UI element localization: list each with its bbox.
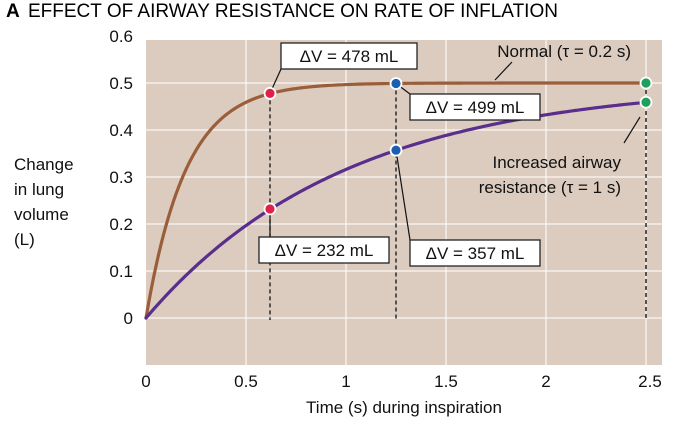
data-marker bbox=[263, 86, 277, 100]
y-tick-label: 0.1 bbox=[109, 262, 133, 281]
x-tick-label: 2.5 bbox=[638, 372, 662, 391]
resistance-series-label: resistance (τ = 1 s) bbox=[479, 178, 621, 197]
annotations: ΔV = 478 mL ΔV = 499 mL ΔV = 232 mL ΔV = 35… bbox=[258, 42, 541, 267]
y-axis-label: in lung bbox=[14, 180, 64, 199]
annotation-box bbox=[258, 236, 390, 264]
annotation-label: ΔV = 499 mL bbox=[426, 98, 525, 117]
annotation-box bbox=[409, 239, 541, 267]
normal-label-leader bbox=[494, 61, 513, 81]
series-labels: Normal (τ = 0.2 s) Increased airway resist… bbox=[479, 42, 641, 197]
y-tick-label: 0.2 bbox=[109, 215, 133, 234]
y-axis-label: Change bbox=[14, 155, 74, 174]
y-tick-label: 0.4 bbox=[109, 121, 133, 140]
y-axis-label: (L) bbox=[14, 230, 35, 249]
annotation-label: ΔV = 478 mL bbox=[300, 47, 399, 66]
y-axis-label: volume bbox=[14, 205, 69, 224]
panel-letter: A bbox=[6, 1, 20, 22]
resistance-label-leader bbox=[623, 116, 641, 144]
x-tick-label: 0 bbox=[141, 372, 150, 391]
data-marker bbox=[389, 77, 403, 90]
axis-labels: Time (s) during inspiration Change in lung… bbox=[14, 155, 502, 417]
x-tick-label: 1 bbox=[341, 372, 350, 391]
figure-title-text: EFFECT OF AIRWAY RESISTANCE ON RATE OF I… bbox=[28, 1, 558, 22]
annotation-box bbox=[409, 93, 541, 121]
x-tick-label: 2 bbox=[541, 372, 550, 391]
x-tick-label: 0.5 bbox=[234, 372, 258, 391]
annotation-leader bbox=[395, 150, 411, 241]
grid bbox=[146, 35, 662, 365]
axis-ticks: 0 0.1 0.2 0.3 0.4 0.5 0.6 0 0.5 1 1.5 2 2.5 bbox=[109, 27, 661, 391]
y-tick-label: 0.5 bbox=[109, 74, 133, 93]
data-marker bbox=[639, 76, 653, 90]
x-tick-label: 1.5 bbox=[434, 372, 458, 391]
annotation-label: ΔV = 232 mL bbox=[275, 241, 374, 260]
annotation-label: ΔV = 357 mL bbox=[426, 244, 525, 263]
figure-title: A EFFECT OF AIRWAY RESISTANCE ON RATE OF… bbox=[6, 1, 558, 22]
annotation-box bbox=[280, 42, 418, 70]
resistance-series-label: Increased airway bbox=[492, 153, 621, 172]
data-marker bbox=[263, 202, 277, 216]
y-tick-label: 0 bbox=[124, 309, 133, 328]
markers bbox=[263, 76, 653, 216]
normal-series-label: Normal (τ = 0.2 s) bbox=[497, 42, 631, 61]
y-tick-label: 0.6 bbox=[109, 27, 133, 46]
data-marker bbox=[389, 143, 403, 157]
data-marker bbox=[639, 95, 653, 109]
y-tick-label: 0.3 bbox=[109, 168, 133, 187]
x-axis-label: Time (s) during inspiration bbox=[306, 398, 502, 417]
